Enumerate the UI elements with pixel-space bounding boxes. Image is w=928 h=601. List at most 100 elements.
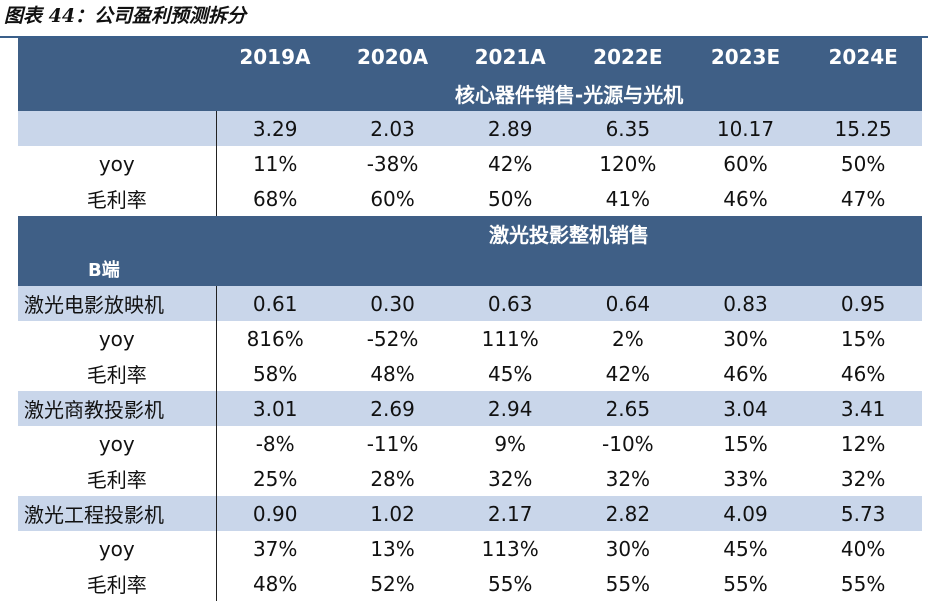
year-header: 2024E	[804, 38, 922, 76]
value-cell: 2.17	[451, 496, 570, 531]
value-cell: 3.01	[216, 391, 334, 426]
year-header: 2021A	[451, 38, 570, 76]
value-cell: 40%	[840, 536, 886, 561]
value-cell: 15%	[723, 431, 768, 456]
row-label: 毛利率	[18, 356, 217, 391]
value-cell: 10.17	[686, 111, 805, 146]
table-row: 毛利率 68% 60% 50% 41% 46% 47%	[18, 181, 922, 216]
value-cell: 45%	[723, 536, 768, 561]
row-label	[18, 111, 217, 146]
value-cell: 48%	[370, 361, 415, 386]
section-spacer	[18, 76, 217, 111]
table-row: 毛利率 48% 52% 55% 55% 55% 55%	[18, 566, 922, 601]
value-cell: 113%	[481, 536, 539, 561]
value-cell: 30%	[723, 326, 768, 351]
value-cell: -8%	[255, 431, 295, 456]
table-row: yoy -8% -11% 9% -10% 15% 12%	[18, 426, 922, 461]
value-cell: 47%	[840, 186, 886, 211]
value-cell: 4.09	[686, 496, 805, 531]
row-label: 毛利率	[18, 461, 217, 496]
table-row: 3.29 2.03 2.89 6.35 10.17 15.25	[18, 111, 922, 146]
value-cell: 2.03	[333, 111, 452, 146]
section-header-row: 核心器件销售-光源与光机	[18, 76, 922, 111]
value-cell: 45%	[487, 361, 533, 386]
value-cell: 3.29	[216, 111, 334, 146]
value-cell: 2%	[611, 326, 644, 351]
value-cell: 2.69	[333, 391, 452, 426]
title-rule	[0, 36, 928, 38]
value-cell: 60%	[370, 186, 415, 211]
value-cell: 2.94	[451, 391, 570, 426]
value-cell: 3.41	[804, 391, 922, 426]
value-cell: 2.89	[451, 111, 570, 146]
value-cell: 33%	[723, 466, 768, 491]
year-header: 2019A	[216, 38, 334, 76]
value-cell: 13%	[370, 536, 415, 561]
row-label: 激光商教投影机	[18, 391, 217, 426]
subsection-title: B端	[18, 251, 922, 286]
row-label: yoy	[18, 531, 217, 566]
row-label: yoy	[18, 426, 217, 461]
subsection-row: B端	[18, 251, 922, 286]
value-cell: 52%	[370, 571, 415, 596]
table-row: yoy 37% 13% 113% 30% 45% 40%	[18, 531, 922, 566]
value-cell: 46%	[840, 361, 886, 386]
value-cell: 0.95	[804, 286, 922, 321]
value-cell: 55%	[723, 571, 768, 596]
value-cell: 68%	[252, 186, 298, 211]
table-row: 激光工程投影机 0.90 1.02 2.17 2.82 4.09 5.73	[18, 496, 922, 531]
header-label-cell	[18, 38, 217, 76]
value-cell: 0.63	[451, 286, 570, 321]
year-header: 2022E	[569, 38, 687, 76]
value-cell: 50%	[487, 186, 533, 211]
value-cell: 30%	[605, 536, 651, 561]
row-label: 毛利率	[18, 181, 217, 216]
table-row: 激光电影放映机 0.61 0.30 0.63 0.64 0.83 0.95	[18, 286, 922, 321]
table-row: yoy 816% -52% 111% 2% 30% 15%	[18, 321, 922, 356]
value-cell: 6.35	[569, 111, 687, 146]
value-cell: 32%	[487, 466, 533, 491]
value-cell: 111%	[481, 326, 539, 351]
row-label: 激光工程投影机	[18, 496, 217, 531]
value-cell: 42%	[605, 361, 651, 386]
value-cell: 50%	[840, 151, 886, 176]
value-cell: 41%	[605, 186, 651, 211]
value-cell: 32%	[840, 466, 886, 491]
year-header: 2023E	[686, 38, 805, 76]
row-label: yoy	[18, 321, 217, 356]
header-row: 2019A 2020A 2021A 2022E 2023E 2024E	[18, 38, 922, 76]
value-cell: -38%	[366, 151, 419, 176]
value-cell: -10%	[602, 431, 654, 456]
value-cell: 42%	[487, 151, 533, 176]
value-cell: 48%	[252, 571, 298, 596]
value-cell: 9%	[494, 431, 527, 456]
value-cell: -11%	[366, 431, 419, 456]
value-cell: 2.82	[569, 496, 687, 531]
table-row: 激光商教投影机 3.01 2.69 2.94 2.65 3.04 3.41	[18, 391, 922, 426]
value-cell: 2.65	[569, 391, 687, 426]
value-cell: 55%	[487, 571, 533, 596]
value-cell: 25%	[252, 466, 298, 491]
value-cell: 3.04	[686, 391, 805, 426]
section-title: 核心器件销售-光源与光机	[216, 76, 922, 111]
table-row: 毛利率 58% 48% 45% 42% 46% 46%	[18, 356, 922, 391]
value-cell: 28%	[370, 466, 415, 491]
year-header: 2020A	[333, 38, 452, 76]
value-cell: 15%	[840, 326, 886, 351]
forecast-table: 2019A 2020A 2021A 2022E 2023E 2024E 核心器件…	[18, 38, 922, 601]
value-cell: 37%	[252, 536, 298, 561]
value-cell: 58%	[252, 361, 298, 386]
section-spacer	[18, 216, 217, 251]
section-title: 激光投影整机销售	[216, 216, 922, 251]
table-row: 毛利率 25% 28% 32% 32% 33% 32%	[18, 461, 922, 496]
value-cell: 0.90	[216, 496, 334, 531]
value-cell: -52%	[366, 326, 419, 351]
section-header-row: 激光投影整机销售	[18, 216, 922, 251]
value-cell: 60%	[723, 151, 768, 176]
row-label: 毛利率	[18, 566, 217, 601]
value-cell: 0.30	[333, 286, 452, 321]
value-cell: 55%	[605, 571, 651, 596]
value-cell: 15.25	[804, 111, 922, 146]
value-cell: 816%	[246, 326, 304, 351]
value-cell: 0.61	[216, 286, 334, 321]
